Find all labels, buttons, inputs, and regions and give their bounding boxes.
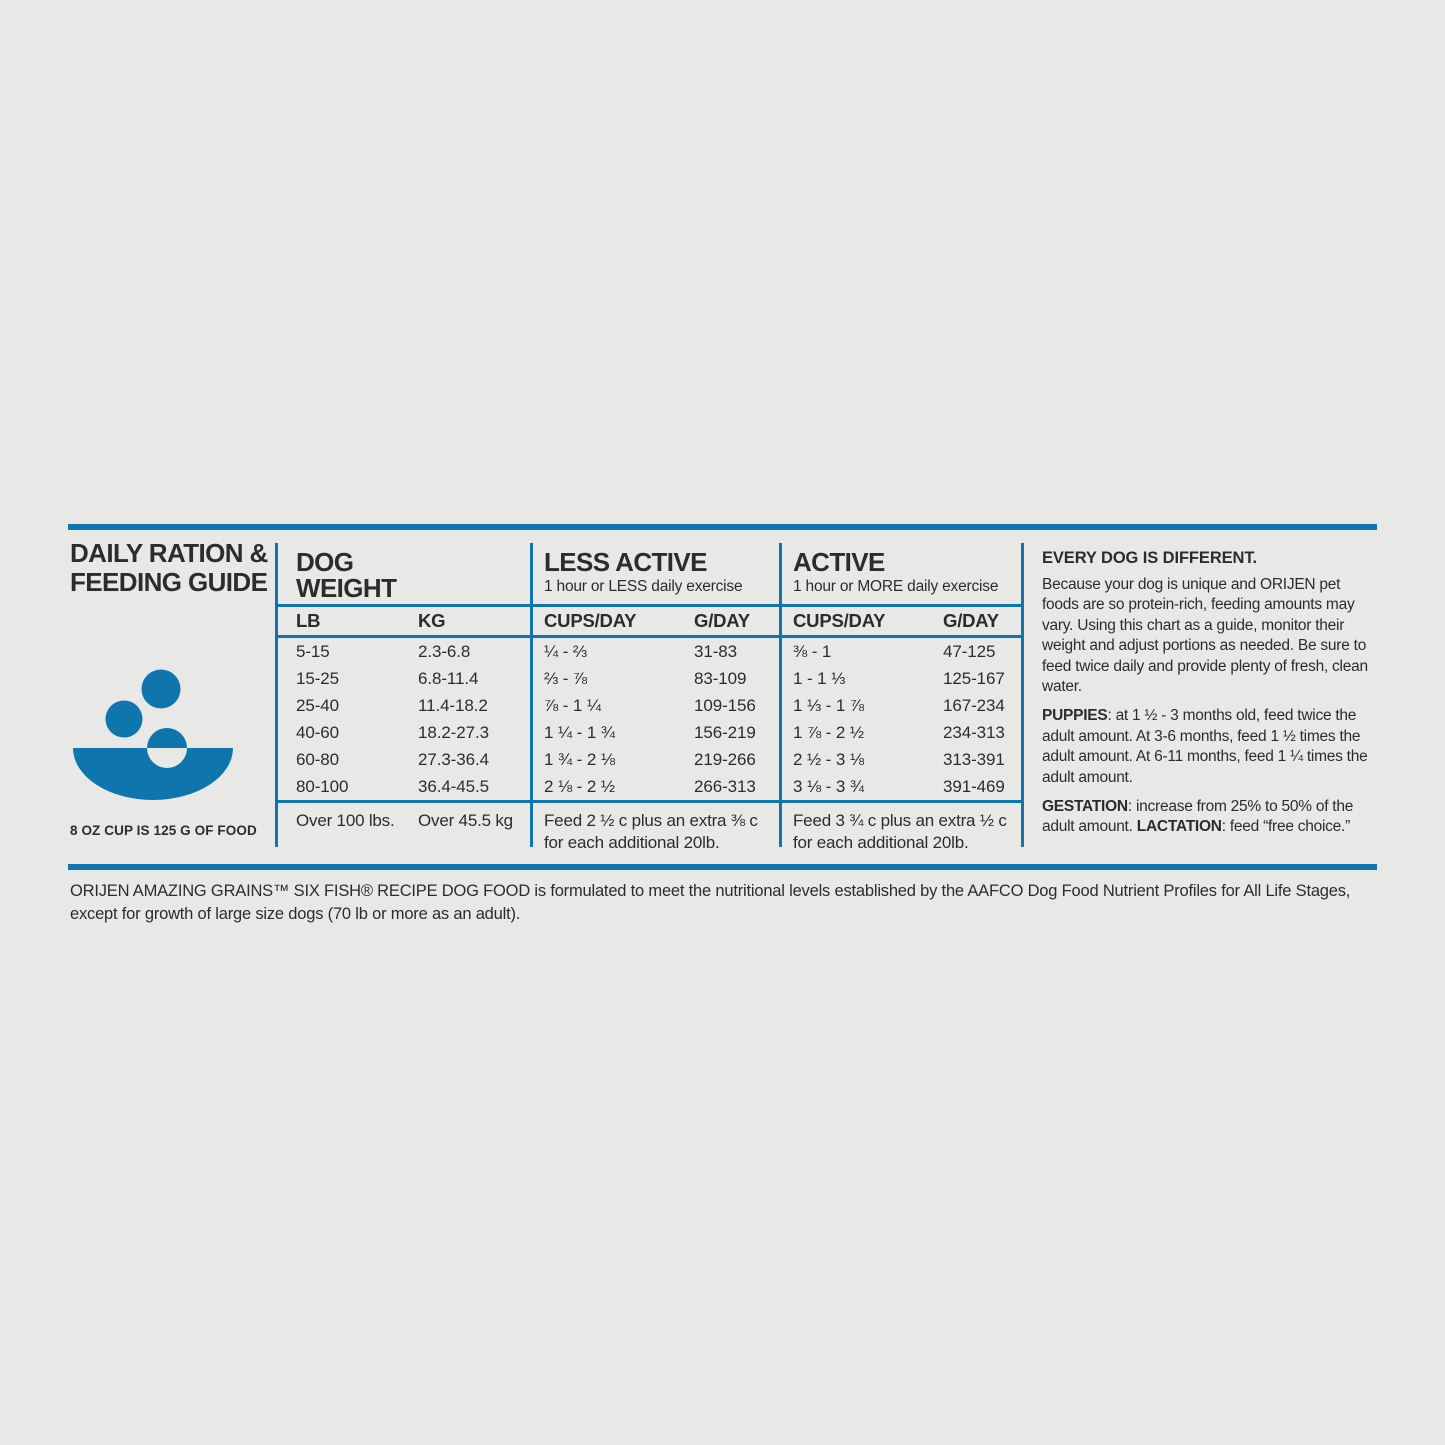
table-cell-la-cups: ⅔ - ⅞ [530, 665, 694, 692]
table-cell-kg: 18.2-27.3 [418, 723, 489, 742]
col-header-cups-active: CUPS/DAY [779, 607, 943, 638]
column-group-active: ACTIVE 1 hour or MORE daily exercise [779, 543, 1021, 607]
active-subtitle: 1 hour or MORE daily exercise [793, 578, 999, 595]
table-cell-kg: 11.4-18.2 [418, 696, 488, 715]
table-cell-a-cups: ⅜ - 1 [779, 638, 943, 665]
notes-heading: EVERY DOG IS DIFFERENT. [1042, 549, 1257, 567]
table-cell-la-g: 266-313 [694, 777, 756, 796]
over-row-active: Feed 3 ¾ c plus an extra ½ c for each ad… [779, 800, 1021, 852]
over-row-lb: Over 100 lbs. [278, 800, 418, 847]
table-cell-la-cups: 1 ¾ - 2 ⅛ [530, 746, 694, 773]
feeding-table: DOG WEIGHT LESS ACTIVE 1 hour or LESS da… [275, 543, 1024, 852]
col-header-g-active: G/DAY [943, 607, 1021, 638]
table-cell-a-g: 167-234 [943, 696, 1005, 715]
bottom-divider-rule [68, 864, 1377, 870]
over-row-kg: Over 45.5 kg [418, 800, 530, 847]
bowl-with-kibble-icon [72, 662, 234, 802]
page-title: DAILY RATION & FEEDING GUIDE [70, 539, 270, 597]
notes-gestation-lactation: GESTATION: increase from 25% to 50% of t… [1042, 797, 1368, 838]
table-cell-kg: 27.3-36.4 [418, 750, 489, 769]
table-cell-lb: 25-40 [296, 696, 339, 715]
table-cell-a-cups: 1 ⅞ - 2 ½ [779, 719, 943, 746]
table-cell-lb: 60-80 [296, 750, 339, 769]
table-cell-a-g: 313-391 [943, 750, 1005, 769]
table-cell-la-g: 31-83 [694, 642, 737, 661]
table-cell-la-g: 83-109 [694, 669, 747, 688]
table-cell-lb: 80-100 [296, 777, 349, 796]
lactation-label: LACTATION [1136, 818, 1222, 836]
cup-conversion-note: 8 OZ CUP IS 125 G OF FOOD [70, 823, 257, 838]
column-group-less-active: LESS ACTIVE 1 hour or LESS daily exercis… [530, 543, 779, 607]
table-cell-lb: 5-15 [296, 642, 330, 661]
dog-weight-line2: WEIGHT [296, 573, 397, 603]
less-active-subtitle: 1 hour or LESS daily exercise [544, 578, 743, 595]
table-cell-kg: 36.4-45.5 [418, 777, 489, 796]
notes-puppies: PUPPIES: at 1 ½ - 3 months old, feed twi… [1042, 706, 1368, 788]
page-title-line1: DAILY RATION & [70, 538, 268, 568]
dog-weight-line1: DOG [296, 547, 354, 577]
top-divider-rule [68, 524, 1377, 530]
col-header-cups-less: CUPS/DAY [530, 607, 694, 638]
table-cell-lb: 40-60 [296, 723, 339, 742]
table-cell-la-g: 219-266 [694, 750, 756, 769]
table-cell-lb: 15-25 [296, 669, 339, 688]
col-header-kg: KG [418, 607, 530, 638]
table-cell-la-cups: ¼ - ⅔ [530, 638, 694, 665]
table-cell-a-g: 234-313 [943, 723, 1005, 742]
table-cell-la-cups: 1 ¼ - 1 ¾ [530, 719, 694, 746]
col-header-lb: LB [278, 607, 418, 638]
table-cell-la-cups: ⅞ - 1 ¼ [530, 692, 694, 719]
table-cell-la-g: 109-156 [694, 696, 756, 715]
col-header-g-less: G/DAY [694, 607, 779, 638]
gestation-label: GESTATION [1042, 798, 1128, 816]
puppies-text: : at 1 ½ - 3 months old, feed twice the … [1042, 707, 1368, 786]
feeding-notes: EVERY DOG IS DIFFERENT. Because your dog… [1042, 549, 1368, 847]
gestation-text: : increase from 25% to 50% of the adult … [1042, 798, 1354, 836]
over-row-less-active: Feed 2 ½ c plus an extra ⅜ c for each ad… [530, 800, 779, 852]
lactation-text: : feed “free choice.” [1221, 818, 1351, 836]
table-cell-a-cups: 1 ⅓ - 1 ⅞ [779, 692, 943, 719]
table-cell-a-g: 391-469 [943, 777, 1005, 796]
notes-intro: Because your dog is unique and ORIJEN pe… [1042, 576, 1368, 696]
aafco-brand-lead: ORIJEN AMAZING GRAINS™ SIX FISH® RECIPE … [70, 882, 531, 900]
table-cell-a-cups: 1 - 1 ⅓ [779, 665, 943, 692]
column-group-dog-weight: DOG WEIGHT [278, 543, 530, 607]
table-cell-a-cups: 2 ½ - 3 ⅛ [779, 746, 943, 773]
table-cell-la-cups: 2 ⅛ - 2 ½ [530, 773, 694, 800]
active-title: ACTIVE [793, 547, 885, 577]
aafco-statement-text: is formulated to meet the nutritional le… [70, 882, 1351, 923]
less-active-title: LESS ACTIVE [544, 547, 708, 577]
aafco-statement: ORIJEN AMAZING GRAINS™ SIX FISH® RECIPE … [70, 880, 1377, 926]
table-cell-a-g: 47-125 [943, 642, 996, 661]
table-cell-kg: 2.3-6.8 [418, 642, 471, 661]
page-title-line2: FEEDING GUIDE [70, 567, 268, 597]
table-cell-kg: 6.8-11.4 [418, 669, 479, 688]
table-cell-a-cups: 3 ⅛ - 3 ¾ [779, 773, 943, 800]
table-cell-la-g: 156-219 [694, 723, 756, 742]
puppies-label: PUPPIES [1042, 707, 1108, 725]
table-cell-a-g: 125-167 [943, 669, 1005, 688]
